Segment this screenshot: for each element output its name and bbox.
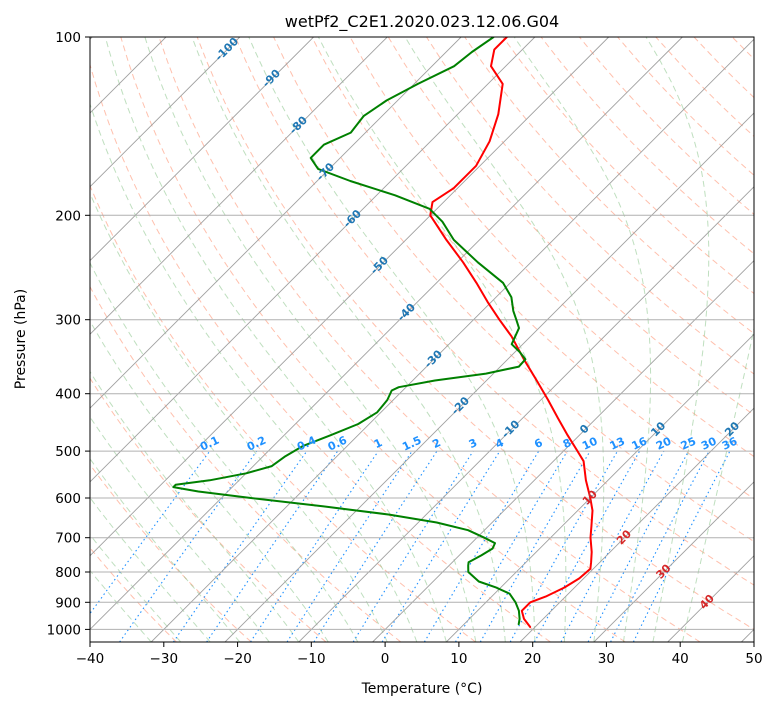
mixing-ratio-line [423,450,540,642]
mixing-ratio-label: 16 [630,434,650,452]
mixing-ratio-label: 20 [654,434,674,452]
y-tick-label: 1000 [47,622,81,638]
moist-adiabat-line [90,534,182,642]
isotherm-line [90,37,314,262]
dry-adiabat-line [120,37,626,642]
mixing-ratio-line [172,450,308,642]
moist-adiabat-line [681,326,754,642]
mixing-ratio-line [119,450,258,642]
isotherm-line [224,112,754,642]
temperature-profile [429,37,594,628]
moist-adiabat-line [248,37,536,642]
moist-adiabat-line [317,37,567,642]
mixing-ratio-line [560,450,665,642]
y-tick-label: 100 [55,30,81,46]
dry-adiabat-line [464,37,754,335]
y-tick-label: 500 [55,444,81,460]
x-tick-label: 10 [450,651,467,667]
isotherm-line [519,407,754,642]
x-tick-label: −20 [223,651,252,667]
dry-adiabat-line [273,37,754,543]
chart-title: wetPf2_C2E1.2020.023.12.06.G04 [285,12,559,32]
y-tick-label: 900 [55,595,81,611]
moist-adiabat-line [191,37,506,642]
isotherm-line [150,38,754,642]
mixing-ratio-label: 30 [699,434,719,452]
dry-adiabat-line [234,37,754,586]
isotherm-line [90,37,610,557]
y-axis: 100 200 300 400 500 600 700 800 900 1000 [47,30,90,638]
moist-adiabat-line [90,569,152,642]
mixing-ratio-line [206,450,339,642]
x-tick-label: 30 [598,651,615,667]
isotherm-line [90,37,683,631]
mixing-ratio-line [352,450,474,642]
moist-adiabat-line [90,320,329,642]
moist-adiabat-line [404,37,605,642]
moist-adiabat-line [645,37,710,642]
mixing-ratio-line [313,450,438,642]
mixing-ratio-label: 10 [580,434,600,452]
mixing-ratio-line [286,450,413,642]
dewpoint-profile [172,37,527,626]
y-tick-label: 300 [55,313,81,329]
moist-adiabat-line [90,102,418,642]
mixing-ratio-line [250,450,379,642]
isotherm-line [90,37,536,483]
grid-lines [90,37,754,642]
dry-adiabat-line [90,63,551,642]
dry-adiabat-line [502,37,754,295]
x-tick-label: 40 [672,651,689,667]
moist-adiabat-line [90,192,388,642]
mixing-ratio-label: 25 [679,435,698,453]
background-lines [90,37,754,642]
isotherm-line [90,37,241,188]
isotherm-line [593,481,754,642]
mixing-ratio-label: 13 [608,435,627,453]
x-tick-label: 0 [381,651,390,667]
isotherm-line [90,37,388,335]
dry-adiabat-line [426,37,754,375]
mixing-ratio-label: 36 [720,434,740,452]
x-tick-label: −10 [297,651,326,667]
mixing-ratio-line [455,450,568,642]
x-tick-label: −40 [76,651,105,667]
y-tick-label: 600 [55,491,81,507]
dry-adiabat-line [196,37,754,630]
dry-adiabat-line [311,37,754,500]
isotherm-line [445,333,754,642]
x-tick-label: −30 [150,651,179,667]
x-axis-label: Temperature (°C) [361,681,483,697]
moist-adiabat-line [90,457,241,642]
moist-adiabat-line [90,496,211,642]
x-tick-label: 20 [524,651,541,667]
isotherm-line [90,37,462,409]
moist-adiabat-line [513,37,652,642]
isotherm-line [298,186,754,642]
y-tick-label: 200 [55,208,81,224]
x-axis: −40 −30 −20 −10 0 10 20 30 40 50 [76,642,763,667]
y-tick-label: 400 [55,387,81,403]
moist-adiabat-line [144,37,477,642]
series-lines [172,37,594,628]
dry-adiabat-line [158,37,701,642]
y-axis-label: Pressure (hPa) [13,289,29,389]
y-tick-label: 700 [55,531,81,547]
plot-area [90,37,754,642]
y-tick-label: 800 [55,565,81,581]
x-tick-label: 50 [745,651,762,667]
isotherm-line [372,259,754,642]
moist-adiabat-line [90,261,359,642]
plot-frame [89,36,755,643]
dry-adiabat-line [90,463,252,642]
